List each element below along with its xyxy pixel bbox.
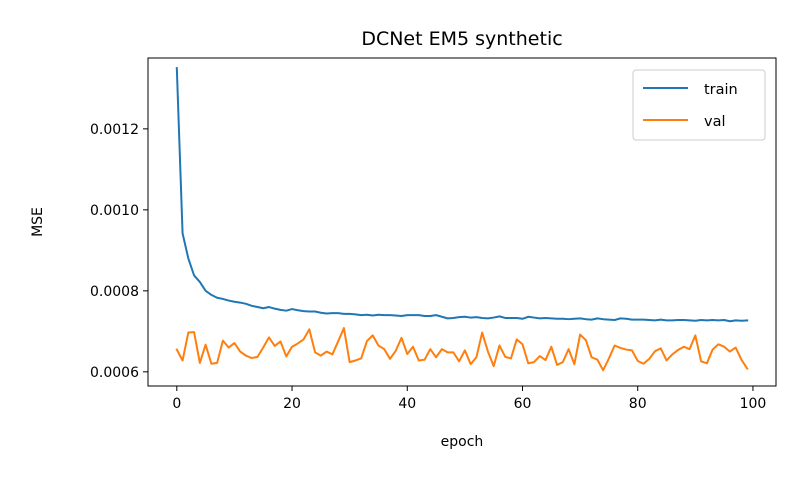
chart-title: DCNet EM5 synthetic xyxy=(361,28,562,50)
y-tick-label: 0.0012 xyxy=(90,122,139,138)
y-tick-label: 0.0006 xyxy=(90,365,139,381)
legend: train val xyxy=(632,69,766,141)
plot-frame xyxy=(147,57,777,387)
x-tick-label: 100 xyxy=(740,396,767,412)
x-tick-label: 80 xyxy=(629,396,647,412)
x-tick-label: 60 xyxy=(514,396,532,412)
x-axis: 0 20 40 60 80 100 xyxy=(172,386,766,412)
x-axis-label: epoch xyxy=(441,434,484,450)
series-line-val xyxy=(175,327,749,372)
x-tick-label: 20 xyxy=(283,396,301,412)
y-axis: 0.0006 0.0008 0.0010 0.0012 xyxy=(90,122,148,381)
legend-label-train: train xyxy=(704,82,738,98)
series-line-train xyxy=(175,67,749,323)
y-tick-label: 0.0008 xyxy=(90,284,139,300)
plot-area xyxy=(175,67,749,372)
legend-label-val: val xyxy=(704,114,726,130)
x-tick-label: 0 xyxy=(172,396,181,412)
y-tick-label: 0.0010 xyxy=(90,203,139,219)
legend-box xyxy=(632,69,766,141)
y-axis-label: MSE xyxy=(30,207,46,237)
x-tick-label: 40 xyxy=(398,396,416,412)
